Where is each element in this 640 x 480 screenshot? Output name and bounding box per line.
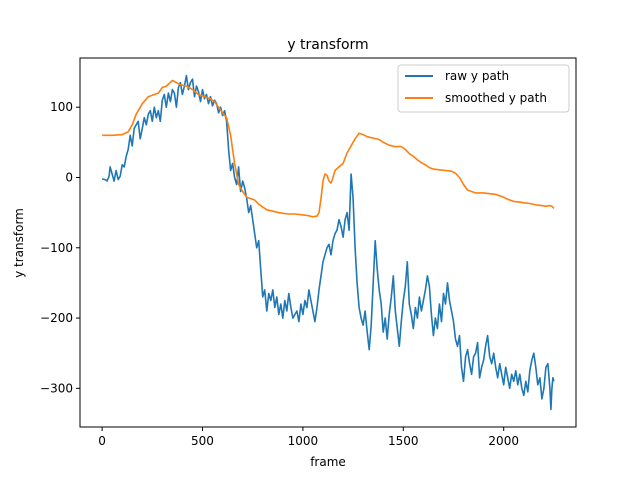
y-tick-label: −300 bbox=[40, 381, 73, 395]
legend-label-raw-y-path: raw y path bbox=[445, 69, 509, 83]
x-tick-label: 2000 bbox=[488, 434, 519, 448]
axes-frame bbox=[79, 57, 577, 428]
x-axis-label: frame bbox=[310, 455, 346, 469]
chart-title: y transform bbox=[287, 37, 368, 53]
x-tick-label: 0 bbox=[98, 434, 106, 448]
y-tick-label: −100 bbox=[40, 241, 73, 255]
legend: raw y path smoothed y path bbox=[397, 64, 570, 113]
series-layer bbox=[101, 74, 555, 411]
y-tick-label: 100 bbox=[50, 100, 73, 114]
x-tick-label: 1000 bbox=[288, 434, 319, 448]
y-tick-label: 0 bbox=[65, 170, 73, 184]
x-tick-label: 500 bbox=[191, 434, 214, 448]
series-line-raw-y-path bbox=[101, 74, 555, 411]
x-axis-ticks: 0 500 1000 1500 2000 bbox=[98, 427, 519, 448]
legend-label-smoothed-y-path: smoothed y path bbox=[445, 91, 547, 105]
x-tick-label: 1500 bbox=[388, 434, 419, 448]
y-axis-ticks: −300 −200 −100 0 100 bbox=[40, 100, 80, 395]
series-line-smoothed-y-path bbox=[102, 79, 555, 218]
y-axis-label: y transform bbox=[12, 208, 26, 278]
legend-box bbox=[397, 64, 570, 113]
plot-area bbox=[79, 57, 577, 428]
y-tick-label: −200 bbox=[40, 311, 73, 325]
